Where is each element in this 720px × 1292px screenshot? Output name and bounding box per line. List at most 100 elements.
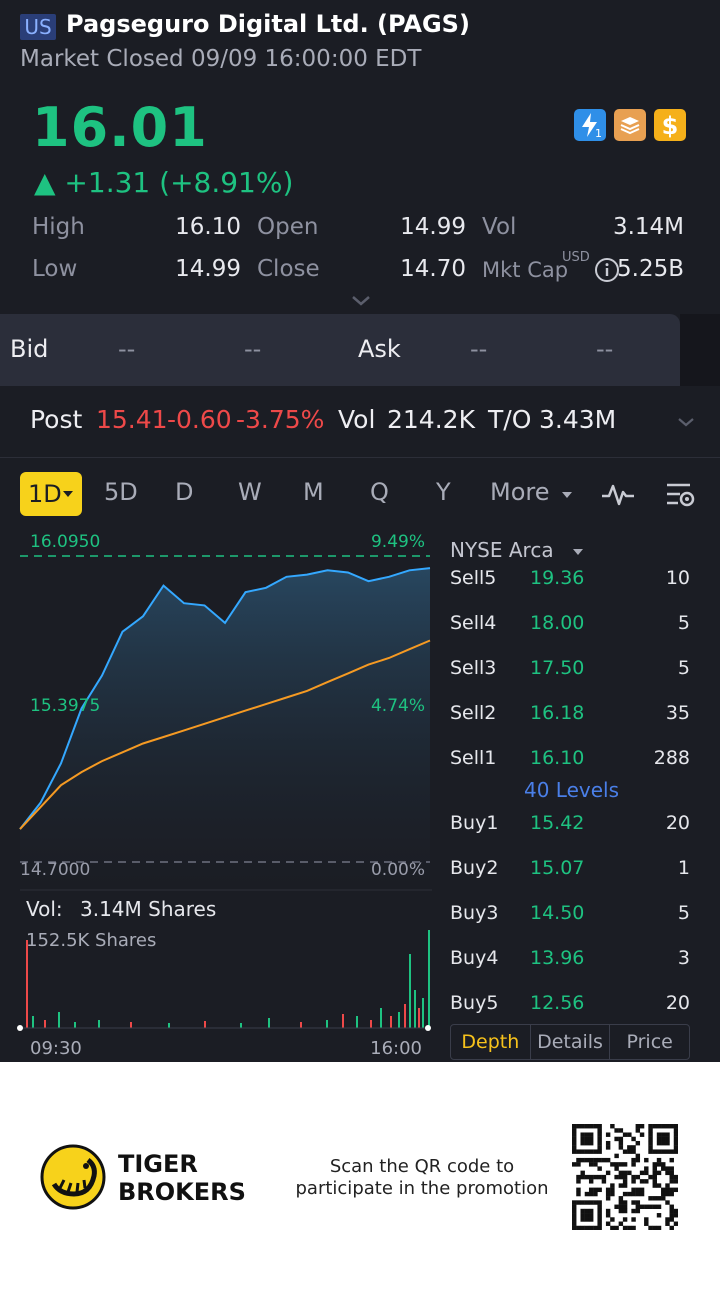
qr-module bbox=[652, 1124, 657, 1129]
qr-module bbox=[584, 1157, 590, 1163]
qr-module bbox=[614, 1128, 619, 1133]
qr-module bbox=[656, 1136, 662, 1142]
volume-axis-max: 152.5K Shares bbox=[26, 930, 156, 951]
qr-module bbox=[580, 1136, 585, 1142]
qr-module bbox=[661, 1166, 666, 1171]
qr-module bbox=[661, 1162, 666, 1167]
sell4-price: 18.00 bbox=[530, 612, 585, 634]
buy5-label: Buy5 bbox=[450, 992, 499, 1014]
indicator-icon[interactable] bbox=[600, 480, 636, 514]
tab-depth[interactable]: Depth bbox=[451, 1025, 531, 1059]
qr-module bbox=[665, 1124, 670, 1129]
qr-module bbox=[605, 1157, 611, 1163]
qr-module bbox=[618, 1128, 624, 1133]
volume-bar bbox=[44, 1020, 46, 1028]
tab-price[interactable]: Price bbox=[626, 1031, 673, 1053]
volume-bar bbox=[26, 940, 28, 1028]
bid-price: -- bbox=[118, 335, 136, 363]
qr-module bbox=[635, 1140, 641, 1146]
market-status: Market Closed 09/09 16:00:00 EDT bbox=[20, 46, 422, 72]
qr-module bbox=[618, 1183, 624, 1188]
intraday-chart[interactable]: 16.0950 15.3975 14.7000 9.49% 4.74% 0.00… bbox=[0, 520, 440, 1060]
qr-module bbox=[580, 1132, 585, 1137]
qr-module bbox=[618, 1170, 624, 1176]
qr-module bbox=[601, 1179, 607, 1184]
tab-details[interactable]: Details bbox=[531, 1025, 611, 1059]
qr-module bbox=[635, 1153, 641, 1159]
tab-month[interactable]: M bbox=[303, 478, 324, 506]
buy2-qty: 1 bbox=[677, 857, 690, 879]
bid-size: -- bbox=[244, 335, 262, 363]
mktcap-label: Mkt Cap bbox=[482, 258, 569, 282]
post-market-row[interactable] bbox=[0, 388, 720, 458]
chart-settings-icon[interactable] bbox=[664, 478, 698, 516]
lightning-badge-icon[interactable]: 1 bbox=[574, 109, 606, 141]
tab-1d[interactable]: 1D bbox=[20, 472, 82, 516]
qr-module bbox=[588, 1208, 594, 1214]
tab-day[interactable]: D bbox=[175, 478, 194, 506]
qr-module bbox=[631, 1149, 636, 1154]
tab-quarter[interactable]: Q bbox=[370, 478, 389, 506]
open-label: Open bbox=[257, 214, 319, 240]
buy1-price: 15.42 bbox=[530, 812, 585, 834]
y-label-top: 16.0950 bbox=[30, 532, 100, 552]
post-chevron-icon[interactable] bbox=[676, 414, 696, 433]
qr-module bbox=[588, 1140, 594, 1146]
buy1-qty: 20 bbox=[665, 812, 690, 834]
qr-module bbox=[631, 1174, 636, 1180]
qr-module bbox=[584, 1136, 590, 1142]
volume-bar bbox=[356, 1016, 358, 1028]
tab-more[interactable]: More bbox=[490, 478, 573, 506]
levels-button[interactable]: 40 Levels bbox=[524, 778, 620, 802]
pct-label-mid: 4.74% bbox=[371, 696, 425, 716]
qr-module bbox=[631, 1200, 636, 1205]
qr-module bbox=[665, 1149, 670, 1154]
qr-module bbox=[635, 1191, 641, 1197]
tab-1d-label: 1D bbox=[28, 480, 62, 508]
tab-week[interactable]: W bbox=[238, 478, 262, 506]
qr-module bbox=[593, 1187, 598, 1193]
pct-label-bottom: 0.00% bbox=[371, 860, 425, 880]
sell2-label: Sell2 bbox=[450, 702, 497, 724]
qr-module bbox=[648, 1174, 653, 1180]
qr-module bbox=[584, 1140, 590, 1146]
dollar-badge-icon[interactable]: $ bbox=[654, 109, 686, 141]
qr-module bbox=[631, 1191, 636, 1197]
qr-module bbox=[669, 1187, 674, 1193]
qr-module bbox=[635, 1204, 641, 1209]
ask-size: -- bbox=[596, 335, 614, 363]
qr-module bbox=[588, 1179, 594, 1184]
qr-module bbox=[622, 1179, 628, 1184]
qr-module bbox=[648, 1128, 653, 1133]
qr-module bbox=[588, 1187, 594, 1193]
qr-module bbox=[622, 1208, 628, 1214]
qr-module bbox=[580, 1208, 585, 1214]
stack-badge-icon[interactable] bbox=[614, 109, 646, 141]
average-price-line bbox=[19, 639, 431, 830]
qr-module bbox=[656, 1157, 662, 1163]
qr-module bbox=[605, 1213, 611, 1218]
x-label-end: 16:00 bbox=[370, 1038, 422, 1059]
buy5-price: 12.56 bbox=[530, 992, 585, 1014]
qr-module bbox=[572, 1124, 577, 1129]
post-price: 15.41 bbox=[96, 405, 168, 434]
qr-module bbox=[673, 1213, 678, 1218]
x-label-start: 09:30 bbox=[30, 1038, 82, 1059]
qr-module bbox=[576, 1225, 581, 1230]
info-icon[interactable] bbox=[594, 257, 620, 287]
qr-module bbox=[614, 1174, 619, 1180]
qr-module bbox=[631, 1225, 636, 1230]
qr-module bbox=[656, 1196, 662, 1201]
qr-module bbox=[597, 1140, 602, 1146]
qr-module bbox=[652, 1225, 657, 1230]
orderbook-exchange[interactable]: NYSE Arca bbox=[450, 538, 584, 562]
tab-year[interactable]: Y bbox=[436, 478, 451, 506]
expand-chevron-icon[interactable] bbox=[350, 292, 372, 312]
bid-ask-side-panel bbox=[680, 314, 720, 386]
volume-bar bbox=[326, 1020, 328, 1028]
qr-module bbox=[588, 1217, 594, 1222]
qr-module bbox=[665, 1200, 670, 1205]
tab-5d[interactable]: 5D bbox=[104, 478, 138, 506]
close-value: 14.70 bbox=[400, 256, 466, 282]
qr-module bbox=[669, 1149, 674, 1154]
